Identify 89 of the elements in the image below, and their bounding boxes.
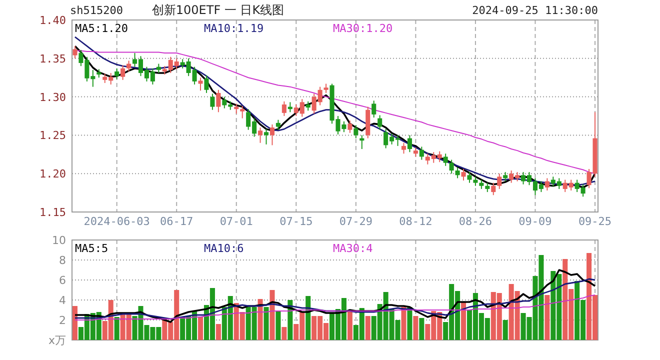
candlestick — [407, 134, 412, 153]
bar — [72, 306, 78, 340]
y-tick-label: 6 — [59, 274, 66, 287]
y-tick-label: 8 — [59, 254, 66, 267]
candlestick — [306, 100, 310, 112]
x-tick-label: 09-09 — [518, 215, 552, 228]
line-series — [74, 294, 596, 320]
bar — [114, 317, 120, 340]
x-tick-label: 07-15 — [280, 215, 313, 228]
candlestick — [372, 100, 376, 118]
y-tick-label: 1.30 — [40, 90, 66, 104]
bar — [544, 295, 550, 340]
y-tick-label: 10 — [52, 234, 66, 247]
candlestick — [240, 106, 245, 119]
candlestick — [443, 153, 448, 166]
candlestick — [544, 178, 550, 191]
candlestick — [479, 179, 484, 190]
candlestick — [156, 63, 161, 74]
line-series — [74, 269, 596, 323]
x-tick-label: 2024-06-03 — [84, 215, 150, 228]
text: MA30:1.20 — [333, 22, 393, 35]
chart-title: 创新100ETF 一 日K线图 — [152, 3, 284, 17]
candlestick — [126, 60, 132, 72]
bar — [270, 290, 275, 340]
bar — [401, 307, 406, 340]
candlestick — [210, 93, 215, 110]
candlestick — [497, 173, 502, 190]
bar — [419, 318, 424, 340]
bar — [264, 307, 269, 340]
candlestick — [413, 146, 418, 158]
bar — [282, 327, 287, 340]
bar — [413, 316, 418, 340]
candlestick — [120, 64, 126, 80]
bar — [347, 310, 352, 340]
candlestick — [348, 120, 352, 134]
candlestick — [198, 77, 203, 92]
candlestick — [473, 176, 478, 186]
text: MA30:4 — [333, 242, 374, 255]
y-tick-label: 2 — [59, 314, 66, 327]
candlestick — [114, 68, 120, 80]
candlestick — [204, 74, 209, 94]
candlestick — [216, 89, 221, 113]
series-label: MA5:1.20 — [75, 22, 128, 35]
x-tick-label: 07-29 — [339, 215, 372, 228]
candlestick — [276, 119, 280, 130]
y-tick-label: 1.35 — [40, 52, 66, 66]
candlestick — [72, 46, 78, 59]
bar — [502, 320, 508, 340]
bar — [216, 324, 221, 340]
candlestick — [503, 172, 508, 182]
candlestick — [467, 172, 472, 184]
x-tick-label: 06-17 — [160, 215, 194, 228]
bar — [258, 299, 263, 340]
text: 2024-09-25 11:30:00 — [472, 4, 598, 17]
y-tick-label: 4 — [59, 294, 66, 307]
candlestick — [401, 142, 406, 154]
bar — [198, 317, 204, 340]
y-tick-label: 1.25 — [40, 129, 66, 142]
line-series — [74, 278, 596, 320]
bar — [276, 311, 281, 340]
candlestick — [282, 100, 286, 116]
y-tick-label: 1.15 — [40, 206, 66, 219]
text: sh515200 — [70, 4, 123, 17]
y-tick-label: 1.20 — [40, 168, 66, 181]
candlestick — [455, 166, 460, 179]
x-tick-label: 08-26 — [458, 215, 492, 228]
candlestick — [485, 182, 490, 193]
candlestick — [354, 124, 358, 139]
text: MA5:5 — [75, 242, 108, 255]
candlestick — [264, 128, 269, 145]
text: MA10:1.19 — [204, 22, 264, 35]
bar — [365, 316, 370, 340]
candlestick — [419, 146, 424, 160]
candlestick — [449, 159, 454, 174]
x-tick-label: 08-12 — [399, 215, 432, 228]
bar — [461, 302, 466, 340]
candlestick — [378, 114, 382, 130]
bar — [407, 307, 412, 340]
candlestick — [491, 182, 496, 196]
candlestick — [461, 168, 466, 182]
candlestick — [270, 124, 275, 146]
candlestick — [258, 127, 263, 144]
text: MA10:6 — [204, 242, 244, 255]
candlestick — [324, 83, 328, 94]
x-tick-label: 07-01 — [220, 215, 253, 228]
x-tick-label: 09-25 — [578, 215, 612, 228]
y-tick-label: x万 — [48, 334, 66, 347]
y-tick-label: 1.40 — [40, 14, 66, 27]
bar — [306, 296, 311, 340]
